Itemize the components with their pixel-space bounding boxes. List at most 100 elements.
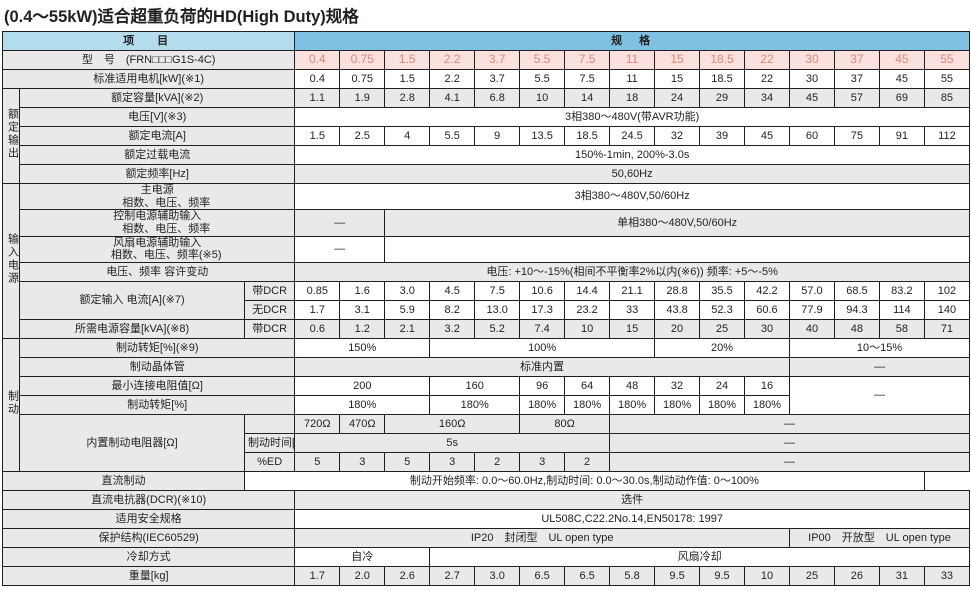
data-cell: 32 [654,126,701,146]
model-cell: 18.5 [699,50,745,70]
data-cell: 5s [294,432,611,453]
data-cell-dash: — [788,375,971,415]
row-safety-standards: 适用安全规格 UL508C,C22.2No.14,EN50178: 1997 [1,508,970,529]
data-cell: 13.0 [474,299,521,320]
data-cell: 9.5 [699,565,745,586]
data-cell-dash: — [609,413,970,434]
row-weight: 重量[kg] 1.7 2.0 2.6 2.7 3.0 6.5 6.5 5.8 9… [1,565,971,586]
data-cell: 18 [609,88,656,108]
data-cell: 14 [564,88,611,108]
data-cell: 18.5 [564,126,611,146]
data-cell: 3相380～480V(带AVR功能) [294,107,970,127]
data-cell: 3.1 [339,299,386,320]
data-cell: 1.7 [294,299,341,320]
data-cell: 24 [654,88,701,108]
row-label: 电压[V](※3) [19,107,296,127]
data-cell: 14.4 [564,280,611,301]
group-label-rated-output: 额定输出 [1,88,21,184]
data-cell: 33 [923,565,971,586]
data-cell: 180% [609,394,656,415]
data-cell: 23.2 [564,299,611,320]
data-cell: 4 [384,126,431,146]
data-cell: 160Ω [384,413,521,434]
row-label: 适用安全规格 [1,508,296,529]
data-cell: 33 [609,299,656,320]
data-cell: 10 [564,318,611,339]
row-label-main: 风扇电源辅助输入 [113,236,202,249]
model-cell: 30 [788,50,835,70]
data-cell: 3 [429,451,476,472]
data-cell: 180% [654,394,701,415]
data-cell-dash: — [294,235,386,263]
data-cell: 1.5 [294,126,341,146]
data-cell: 4.1 [429,88,476,108]
row-fan-aux-input: 风扇电源辅助输入 相数、电压、频率(※5) — [3,235,970,263]
data-cell: 39 [699,126,745,146]
data-cell: 20% [654,337,790,358]
data-cell: 15 [609,318,656,339]
model-cell: 22 [744,50,790,70]
data-cell: 2 [564,451,611,472]
row-label: 风扇电源辅助输入 相数、电压、频率(※5) [19,235,296,263]
row-label: 直流电抗器(DCR)(※10) [1,489,296,510]
row-label: 制动转矩[%](※9) [19,337,296,358]
data-cell: 18.5 [699,69,745,89]
row-label-sub: 相数、电压、频率 [122,222,211,235]
row-rated-input-current-with-dcr: 额定输入 电流[A](※7) 带DCR 0.85 1.6 3.0 4.5 7.5… [3,280,971,320]
row-label-main: 控制电源辅助输入 [113,210,202,223]
data-cell: 71 [923,318,971,339]
data-cell: IP00 开放型 UL open type [788,527,971,548]
data-cell: 114 [878,299,925,320]
row-rated-capacity: 额定输出 额定容量[kVA](※2) 1.1 1.9 2.8 4.1 6.8 1… [1,88,971,184]
group-label-input-power: 输入电源 [1,183,21,339]
data-cell: 77.9 [788,299,835,320]
data-cell-dash: — [788,356,971,377]
row-ed: %ED 5 3 5 3 2 3 2 — [3,451,970,472]
data-cell: 3.2 [429,318,476,339]
data-cell: 10 [744,565,790,586]
data-cell: 180% [429,394,521,415]
data-cell: 单相380～480V,50/60Hz [384,209,970,237]
data-cell: 30 [744,318,790,339]
group-label-text: 额定输出 [6,108,19,161]
model-row-label: 型 号 (FRN□□□G1S-4C) [1,50,296,70]
data-cell: 24 [699,375,745,396]
row-label: 制动晶体管 [19,356,296,377]
data-cell: 20 [654,318,701,339]
data-cell [384,235,970,263]
data-cell: 17.3 [519,299,566,320]
row-dc-braking: 直流制动 制动开始频率: 0.0～60.0Hz,制动时间: 0.0～30.0s,… [2,470,970,491]
data-cell: 3 [519,451,566,472]
model-cell: 2.2 [429,50,476,70]
data-cell: 10～15% [788,337,971,358]
data-cell: 180% [294,394,431,415]
data-cell: 25 [788,565,835,586]
data-cell: 64 [564,375,611,396]
row-rated-current: 额定电流[A] 1.5 2.5 4 5.5 9 13.5 18.5 24.5 3… [3,126,971,146]
specification-table: 项 目 规 格 型 号 (FRN□□□G1S-4C) 0.4 0.75 1.5 … [1,31,971,586]
model-cell: 3.7 [474,50,521,70]
data-cell: 83.2 [878,280,925,301]
data-cell: 7.5 [474,280,521,301]
model-cell: 15 [654,50,701,70]
row-label: 标准适用电机[kW](※1) [1,69,296,89]
model-cell: 0.4 [294,50,341,70]
sub-label-without-dcr: 无DCR [243,299,296,320]
page-title: (0.4～55kW)适合超重负荷的HD(High Duty)规格 [4,8,359,26]
data-cell: 42.2 [744,280,790,301]
data-cell: 0.85 [294,280,341,301]
row-rated-frequency: 额定频率[Hz] 50,60Hz [3,164,970,184]
group-label-text: 输入电源 [6,233,19,286]
header-item-label: 项 目 [1,31,296,51]
row-braking-time: 制动时间[s] 5s — [3,432,970,453]
data-cell: 45 [744,126,790,146]
row-overload-current: 额定过载电流 150%-1min, 200%-3.0s [3,145,970,165]
data-cell: 52.3 [699,299,745,320]
data-cell: 29 [699,88,745,108]
data-cell: 6.8 [474,88,521,108]
row-label: 最小连接电阻值[Ω] [19,375,296,396]
sub-label-with-dcr: 带DCR [243,318,296,339]
data-cell: 80Ω [519,413,611,434]
data-cell: 13.5 [519,126,566,146]
data-cell: 40 [788,318,835,339]
